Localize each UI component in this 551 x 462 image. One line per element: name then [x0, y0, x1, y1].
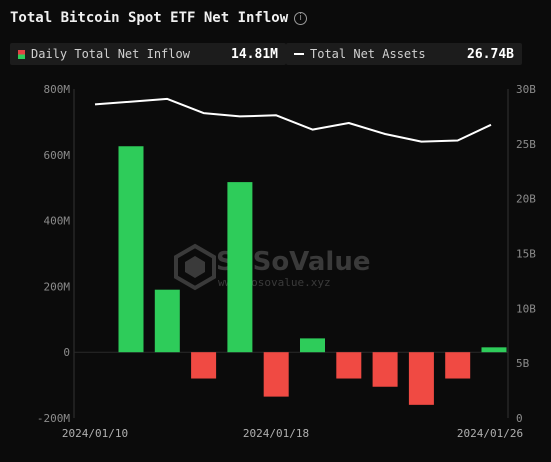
inflow-bar[interactable]	[118, 146, 144, 353]
right-tick-label: 10B	[516, 302, 536, 315]
left-tick-label: 400M	[44, 215, 71, 228]
left-tick-label: 800M	[44, 83, 71, 96]
right-tick-label: 5B	[516, 357, 530, 370]
x-tick-label: 2024/01/26	[457, 427, 523, 440]
inflow-bar[interactable]	[336, 352, 362, 379]
left-tick-label: 600M	[44, 149, 71, 162]
chart-title-row: Total Bitcoin Spot ETF Net Inflow i	[10, 10, 308, 26]
left-tick-label: -200M	[37, 412, 70, 425]
inflow-bar[interactable]	[191, 352, 217, 379]
right-tick-label: 15B	[516, 248, 536, 261]
x-axis: 2024/01/10 2024/01/18 2024/01/26	[62, 427, 523, 440]
inflow-bar[interactable]	[445, 352, 471, 379]
legend-inflow-label: Daily Total Net Inflow	[31, 47, 190, 61]
info-icon[interactable]: i	[294, 11, 308, 25]
right-tick-label: 20B	[516, 193, 536, 206]
line-swatch-icon	[294, 53, 304, 55]
right-tick-label: 0	[516, 412, 523, 425]
inflow-swatch-icon	[18, 49, 25, 59]
inflow-bar[interactable]	[300, 338, 325, 353]
inflow-bar[interactable]	[408, 352, 434, 405]
watermark: SoSoValue www.sosovalue.xyz	[174, 243, 370, 291]
bars	[118, 146, 507, 405]
inflow-bar[interactable]	[154, 289, 180, 353]
inflow-bar[interactable]	[481, 347, 507, 353]
legend-inflow-value: 14.81M	[231, 46, 278, 62]
legend-assets-label: Total Net Assets	[310, 47, 426, 61]
right-axis: 30B 25B 20B 15B 10B 5B 0	[507, 83, 536, 425]
assets-line	[94, 97, 492, 143]
left-tick-label: 200M	[44, 280, 71, 293]
left-axis: 800M 600M 400M 200M 0 -200M	[37, 83, 508, 425]
legend-daily-inflow[interactable]: Daily Total Net Inflow 14.81M	[10, 43, 286, 65]
x-tick-label: 2024/01/18	[243, 427, 309, 440]
chart-title: Total Bitcoin Spot ETF Net Inflow	[10, 10, 289, 26]
legend-total-assets[interactable]: Total Net Assets 26.74B	[286, 43, 522, 65]
assets-line-path[interactable]	[94, 97, 492, 143]
left-tick-label: 0	[63, 346, 70, 359]
x-tick-label: 2024/01/10	[62, 427, 128, 440]
inflow-bar[interactable]	[263, 352, 289, 397]
inflow-bar[interactable]	[227, 182, 253, 353]
right-tick-label: 25B	[516, 138, 536, 151]
sosovalue-logo-icon	[174, 243, 216, 291]
right-tick-label: 30B	[516, 83, 536, 96]
inflow-bar[interactable]	[372, 352, 398, 387]
legend-assets-value: 26.74B	[467, 46, 514, 62]
